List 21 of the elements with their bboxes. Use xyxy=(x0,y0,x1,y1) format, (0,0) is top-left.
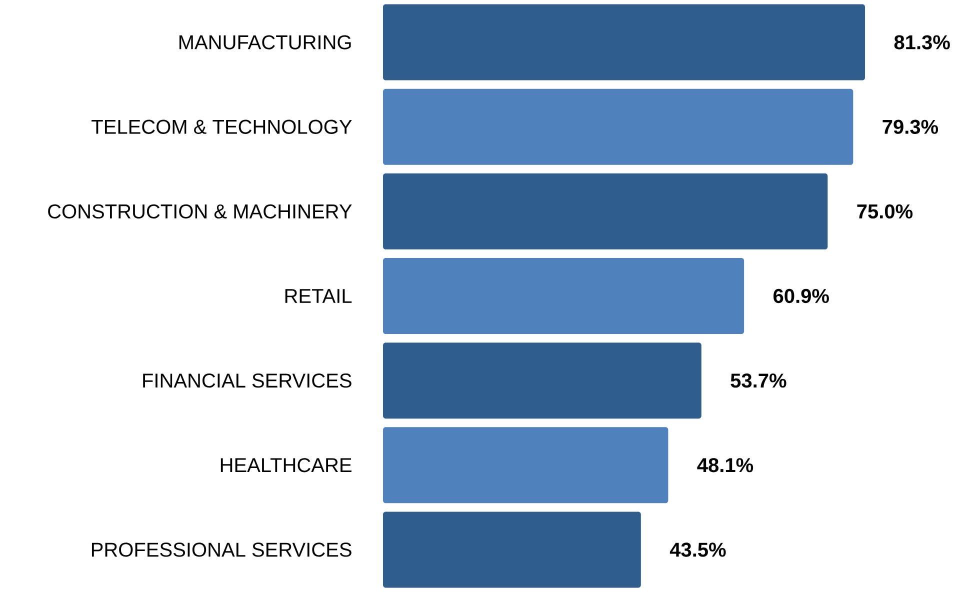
bar xyxy=(383,173,828,250)
bar xyxy=(383,512,641,588)
data-label: 81.3% xyxy=(894,35,950,50)
bar xyxy=(383,258,744,334)
data-label: 79.3% xyxy=(882,120,938,134)
data-label: 43.5% xyxy=(670,542,726,557)
y-tick-label: MANUFACTURING xyxy=(179,35,351,50)
y-tick-label: TELECOM & TECHNOLOGY xyxy=(92,120,352,134)
bar xyxy=(383,427,668,504)
data-label: 75.0% xyxy=(857,204,913,219)
y-tick-label: RETAIL xyxy=(285,289,352,303)
bar xyxy=(383,342,702,419)
data-label: 53.7% xyxy=(730,373,786,388)
y-tick-label: FINANCIAL SERVICES xyxy=(143,373,352,388)
y-tick-label: PROFESSIONAL SERVICES xyxy=(92,542,352,557)
y-tick-label: CONSTRUCTION & MACHINERY xyxy=(48,204,352,219)
y-tick-label: HEALTHCARE xyxy=(220,458,352,472)
data-label: 60.9% xyxy=(774,288,829,304)
bar xyxy=(383,4,866,80)
data-label: 48.1% xyxy=(697,458,754,472)
bar xyxy=(383,88,854,165)
